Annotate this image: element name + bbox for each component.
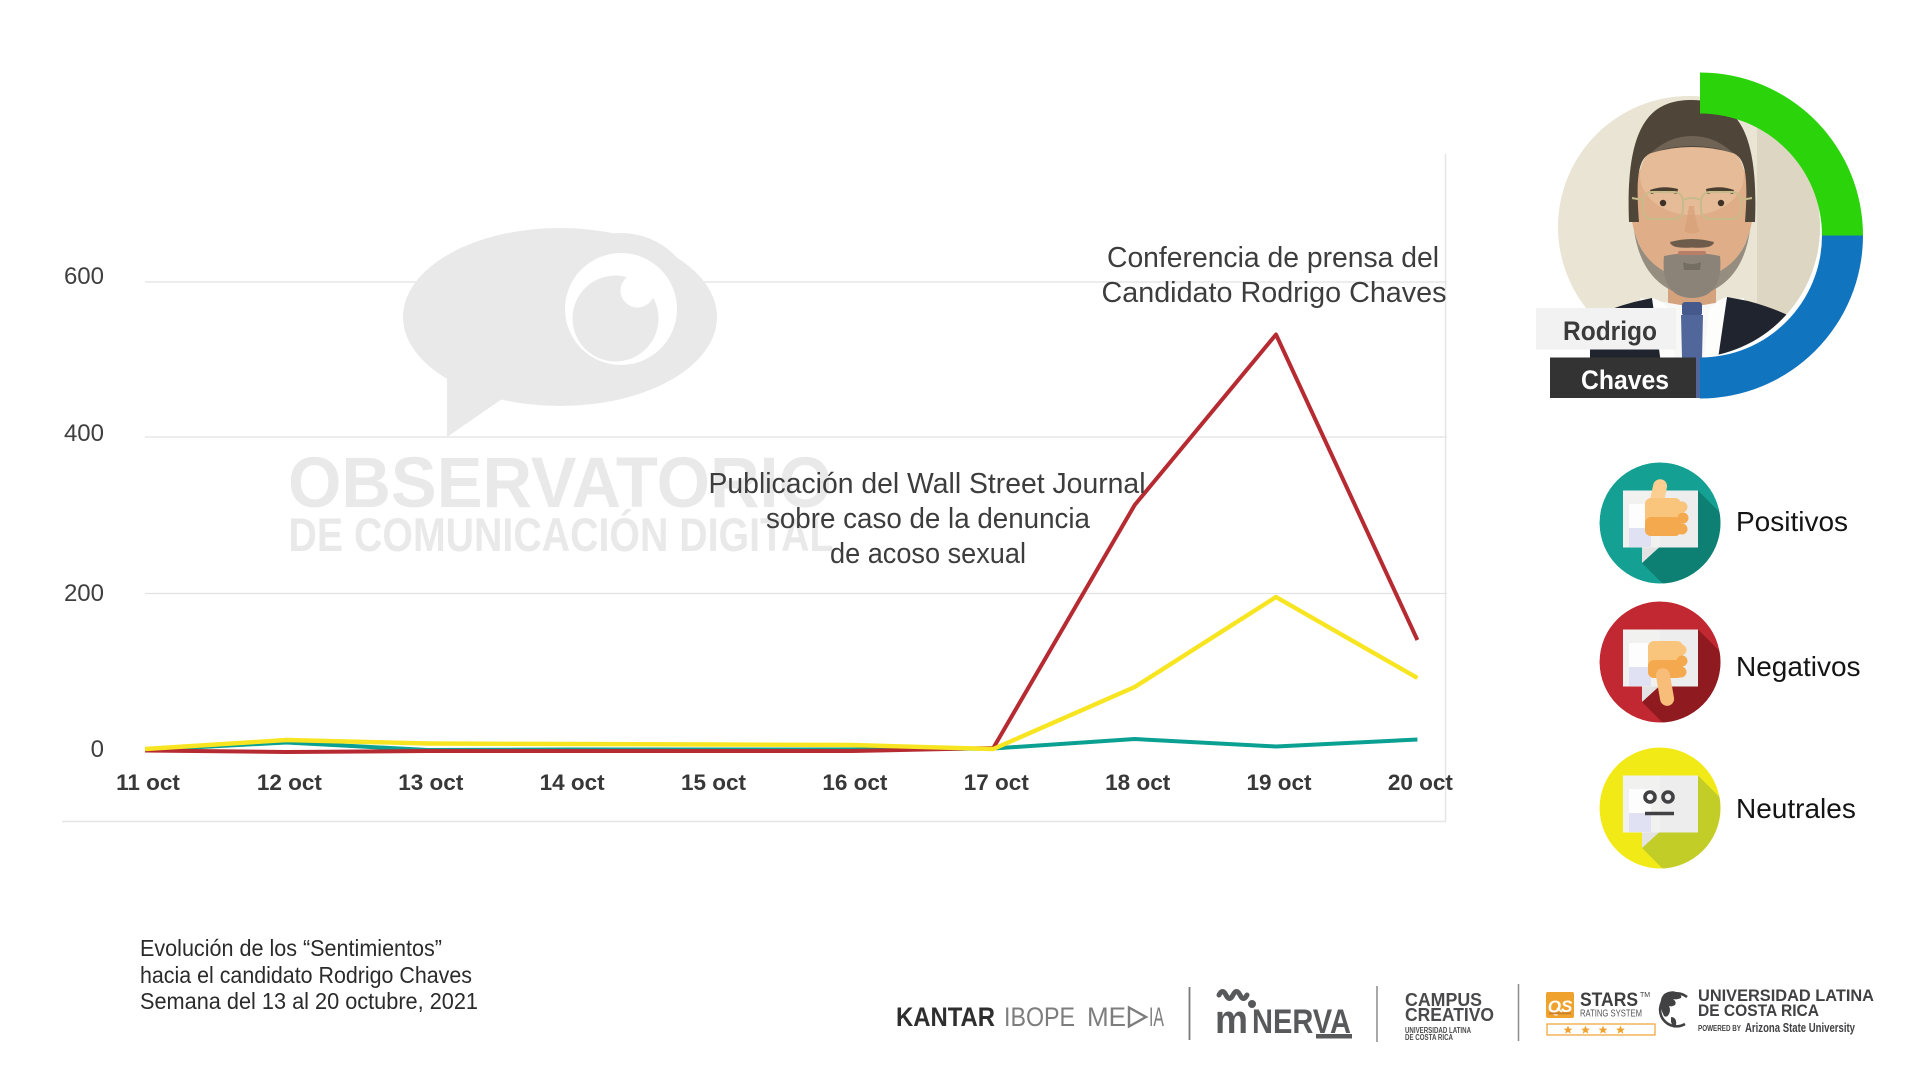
svg-text:QS: QS bbox=[1548, 997, 1573, 1016]
svg-text:14 oct: 14 oct bbox=[540, 770, 606, 795]
svg-text:Semana del 13 al 20 octubre, 2: Semana del 13 al 20 octubre, 2021 bbox=[140, 988, 478, 1014]
svg-text:Rodrigo: Rodrigo bbox=[1563, 316, 1657, 346]
svg-text:19 oct: 19 oct bbox=[1246, 770, 1312, 795]
svg-text:IBOPE: IBOPE bbox=[1004, 1002, 1075, 1032]
svg-text:CREATIVO: CREATIVO bbox=[1405, 1004, 1494, 1025]
svg-text:OBSERVATORIO: OBSERVATORIO bbox=[288, 444, 832, 523]
svg-text:Conferencia de prensa del: Conferencia de prensa del bbox=[1107, 242, 1439, 274]
svg-text:ME: ME bbox=[1087, 1002, 1126, 1032]
svg-text:18 oct: 18 oct bbox=[1105, 770, 1171, 795]
svg-text:CAMPUS: CAMPUS bbox=[1405, 989, 1482, 1010]
svg-text:RATING SYSTEM: RATING SYSTEM bbox=[1580, 1009, 1642, 1020]
svg-text:IA: IA bbox=[1149, 1002, 1164, 1032]
svg-text:m: m bbox=[1215, 998, 1248, 1042]
svg-text:Publicación del Wall Street Jo: Publicación del Wall Street Journal bbox=[709, 468, 1146, 500]
svg-text:UNIVERSIDAD LATINA: UNIVERSIDAD LATINA bbox=[1698, 987, 1874, 1005]
svg-text:DE COSTA RICA: DE COSTA RICA bbox=[1698, 1002, 1819, 1020]
svg-text:200: 200 bbox=[64, 580, 104, 607]
svg-text:DE COMUNICACIÓN DIGITAL: DE COMUNICACIÓN DIGITAL bbox=[289, 508, 834, 561]
svg-text:600: 600 bbox=[64, 263, 104, 290]
svg-text:UNIVERSIDAD LATINA: UNIVERSIDAD LATINA bbox=[1405, 1026, 1471, 1035]
svg-text:de acoso sexual: de acoso sexual bbox=[830, 538, 1026, 570]
svg-text:Arizona State University: Arizona State University bbox=[1745, 1020, 1856, 1035]
svg-text:Chaves: Chaves bbox=[1581, 365, 1669, 395]
svg-text:17 oct: 17 oct bbox=[964, 770, 1030, 795]
svg-text:Evolución de los “Sentimientos: Evolución de los “Sentimientos” bbox=[140, 935, 442, 961]
svg-text:Negativos: Negativos bbox=[1736, 651, 1861, 682]
svg-text:0: 0 bbox=[91, 736, 104, 763]
svg-text:400: 400 bbox=[64, 420, 104, 447]
svg-text:20 oct: 20 oct bbox=[1388, 770, 1454, 795]
svg-text:12 oct: 12 oct bbox=[257, 770, 323, 795]
svg-text:STARS: STARS bbox=[1580, 990, 1638, 1011]
svg-text:Neutrales: Neutrales bbox=[1736, 793, 1856, 824]
svg-text:11 oct: 11 oct bbox=[116, 770, 180, 795]
svg-text:POWERED BY: POWERED BY bbox=[1698, 1024, 1742, 1033]
svg-text:sobre caso de la denuncia: sobre caso de la denuncia bbox=[766, 503, 1091, 535]
svg-text:16 oct: 16 oct bbox=[822, 770, 888, 795]
svg-text:13 oct: 13 oct bbox=[398, 770, 464, 795]
svg-text:TM: TM bbox=[1640, 992, 1650, 999]
svg-text:DE COSTA RICA: DE COSTA RICA bbox=[1405, 1033, 1453, 1042]
svg-text:KANTAR: KANTAR bbox=[896, 1002, 995, 1032]
svg-text:hacia el candidato Rodrigo Cha: hacia el candidato Rodrigo Chaves bbox=[140, 962, 472, 988]
svg-text:Candidato Rodrigo Chaves: Candidato Rodrigo Chaves bbox=[1102, 277, 1447, 309]
svg-text:15 oct: 15 oct bbox=[681, 770, 747, 795]
svg-text:Positivos: Positivos bbox=[1736, 506, 1848, 537]
